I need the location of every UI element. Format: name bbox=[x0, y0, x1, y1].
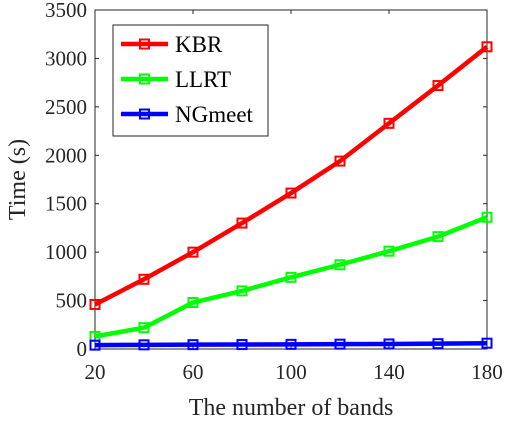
series-layer bbox=[89, 41, 493, 351]
y-tick-label: 3500 bbox=[45, 0, 87, 22]
x-tick-label: 100 bbox=[275, 360, 307, 384]
data-point-ngmeet bbox=[383, 338, 395, 350]
axis-ticks: 0 500 1000 1500 2000 2500 3000 3500 20 60 100 140 18… bbox=[45, 0, 503, 384]
data-point-kbr bbox=[481, 41, 493, 53]
data-point-kbr bbox=[383, 117, 395, 129]
data-point-ngmeet bbox=[334, 338, 346, 350]
series-ngmeet bbox=[89, 337, 493, 351]
data-point-kbr bbox=[187, 246, 199, 258]
legend-marker-kbr bbox=[139, 38, 150, 50]
legend-marker-llrt bbox=[139, 73, 150, 85]
data-point-kbr bbox=[334, 155, 346, 167]
y-tick-label: 0 bbox=[77, 337, 88, 361]
series-kbr bbox=[89, 41, 493, 310]
data-point-llrt bbox=[138, 322, 150, 334]
data-point-ngmeet bbox=[285, 338, 297, 350]
y-tick-label: 1500 bbox=[45, 192, 87, 216]
data-point-llrt bbox=[187, 297, 199, 309]
data-point-llrt bbox=[285, 271, 297, 283]
data-point-llrt bbox=[432, 231, 444, 243]
data-point-kbr bbox=[432, 80, 444, 92]
data-point-ngmeet bbox=[236, 339, 248, 351]
x-tick-label: 180 bbox=[471, 360, 503, 384]
data-point-ngmeet bbox=[138, 339, 150, 351]
x-tick-label: 140 bbox=[373, 360, 405, 384]
series-llrt bbox=[89, 211, 493, 342]
data-point-kbr bbox=[138, 273, 150, 285]
y-tick-label: 2000 bbox=[45, 143, 87, 167]
data-point-llrt bbox=[481, 211, 493, 223]
x-axis-title: The number of bands bbox=[189, 395, 394, 421]
x-tick-label: 20 bbox=[85, 360, 106, 384]
legend-marker-ngmeet bbox=[139, 108, 150, 120]
legend-label-kbr: KBR bbox=[175, 32, 223, 57]
legend-label-llrt: LLRT bbox=[175, 67, 231, 92]
y-axis-title: Time (s) bbox=[5, 139, 31, 220]
data-point-llrt bbox=[383, 245, 395, 257]
data-point-ngmeet bbox=[432, 338, 444, 350]
legend-label-ngmeet: NGmeet bbox=[175, 102, 254, 127]
series-line-ngmeet bbox=[94, 340, 488, 348]
legend: KBR LLRT NGmeet bbox=[112, 24, 269, 137]
x-tick-label: 60 bbox=[183, 360, 204, 384]
data-point-llrt bbox=[334, 259, 346, 271]
data-point-ngmeet bbox=[89, 339, 101, 351]
y-tick-label: 3000 bbox=[45, 46, 87, 70]
series-line-llrt bbox=[94, 215, 488, 339]
y-tick-label: 1000 bbox=[45, 240, 87, 264]
data-point-llrt bbox=[236, 285, 248, 297]
series-line-kbr bbox=[93, 45, 489, 307]
data-point-ngmeet bbox=[481, 337, 493, 349]
data-point-kbr bbox=[236, 217, 248, 229]
y-tick-label: 500 bbox=[56, 289, 88, 313]
data-point-kbr bbox=[89, 298, 101, 310]
data-point-ngmeet bbox=[187, 339, 199, 351]
y-tick-label: 2500 bbox=[45, 95, 87, 119]
data-point-kbr bbox=[285, 187, 297, 199]
